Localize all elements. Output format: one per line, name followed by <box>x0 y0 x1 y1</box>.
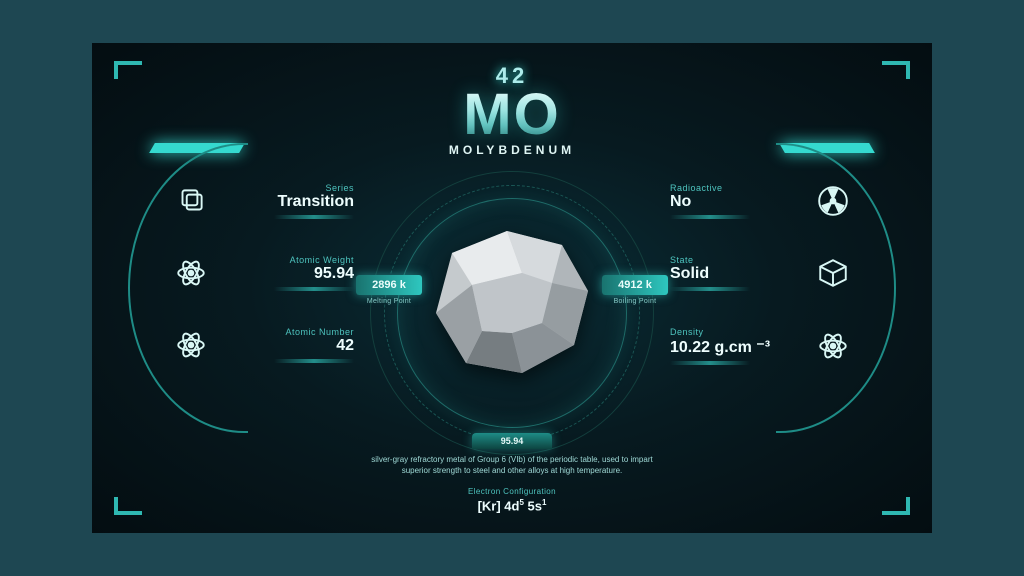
radiation-icon <box>816 184 850 218</box>
property-label: Radioactive <box>670 183 802 193</box>
boiling-point-value: 4912 k <box>602 275 668 295</box>
underglow <box>274 215 354 219</box>
underglow <box>274 359 354 363</box>
melting-point-label: Melting Point <box>356 298 422 305</box>
footer-block: 95.94 silver-gray refractory metal of Gr… <box>347 433 677 513</box>
element-symbol: MO <box>92 89 932 141</box>
property-value: Transition <box>222 193 354 211</box>
right-properties: RadioactiveNo StateSolid Density10.22 g.cm… <box>670 183 850 365</box>
footer-caption: 95.94 <box>472 433 552 449</box>
atom-icon <box>174 328 208 362</box>
element-name: MOLYBDENUM <box>92 143 932 157</box>
property-atomic-number: Atomic Number42 <box>174 327 354 363</box>
underglow <box>670 361 750 365</box>
element-header: 42 MO MOLYBDENUM <box>92 63 932 157</box>
corner-bracket <box>876 493 910 515</box>
electron-config-label: Electron Configuration <box>347 487 677 496</box>
left-properties: SeriesTransitionAtomic Weight95.94Atomic… <box>174 183 354 363</box>
property-label: Density <box>670 327 802 337</box>
boiling-point-label: Boiling Point <box>602 298 668 305</box>
cube-icon <box>816 256 850 290</box>
property-value: 95.94 <box>222 265 354 283</box>
melting-point-tag: 2896 k Melting Point <box>356 275 422 305</box>
underglow <box>670 215 750 219</box>
property-state: StateSolid <box>670 255 850 291</box>
corner-bracket <box>114 493 148 515</box>
property-label: Atomic Weight <box>222 255 354 265</box>
atom-icon <box>174 256 208 290</box>
property-density: Density10.22 g.cm ⁻³ <box>670 327 850 365</box>
property-label: State <box>670 255 802 265</box>
property-value: Solid <box>670 265 802 283</box>
footer-description: silver-gray refractory metal of Group 6 … <box>347 455 677 477</box>
property-value: No <box>670 193 802 211</box>
boiling-point-tag: 4912 k Boiling Point <box>602 275 668 305</box>
atom-icon <box>816 329 850 363</box>
element-infographic: 42 MO MOLYBDENUM 2896 k Melting Point 49… <box>92 43 932 533</box>
property-radioactive: RadioactiveNo <box>670 183 850 219</box>
property-atomic-weight: Atomic Weight95.94 <box>174 255 354 291</box>
element-sample-icon <box>412 213 612 393</box>
electron-config-value: [Kr] 4d5 5s1 <box>347 498 677 513</box>
property-label: Series <box>222 183 354 193</box>
underglow <box>274 287 354 291</box>
property-series: SeriesTransition <box>174 183 354 219</box>
layers-icon <box>174 184 208 218</box>
property-value: 42 <box>222 337 354 355</box>
underglow <box>670 287 750 291</box>
property-value: 10.22 g.cm ⁻³ <box>670 337 802 357</box>
melting-point-value: 2896 k <box>356 275 422 295</box>
property-label: Atomic Number <box>222 327 354 337</box>
